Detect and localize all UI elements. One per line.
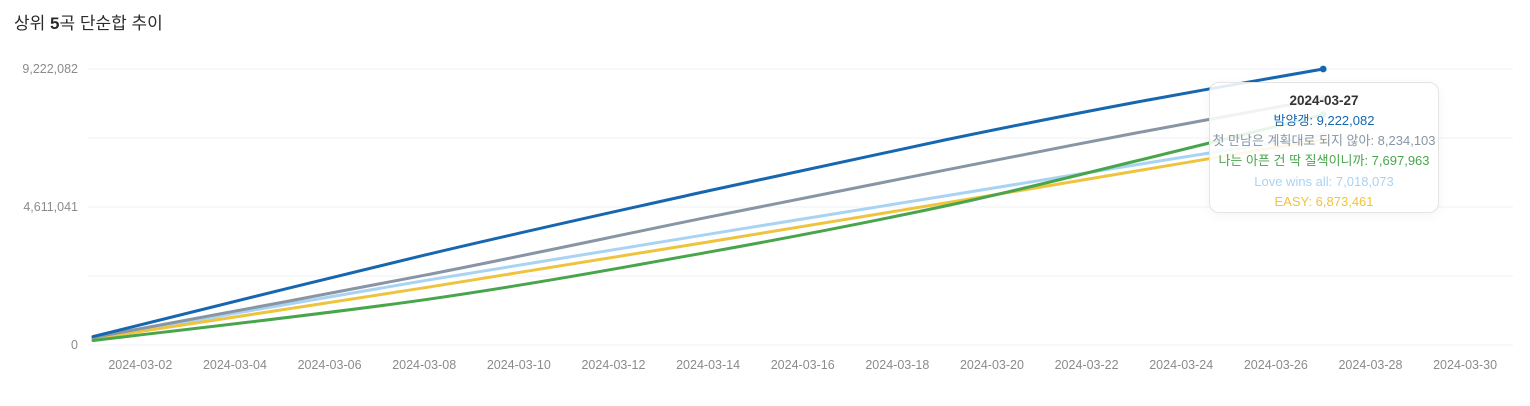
chart-title-prefix: 상위 xyxy=(14,14,51,33)
y-axis-tick-label: 0 xyxy=(71,338,78,352)
x-axis-tick-label: 2024-03-18 xyxy=(865,358,930,372)
tooltip-row: 밤양갱: 9,222,082 xyxy=(1273,113,1375,128)
series-lines xyxy=(91,67,1325,342)
chart-title: 상위 5곡 단순합 추이 xyxy=(14,9,163,34)
y-axis-tick-label: 9,222,082 xyxy=(22,62,78,76)
tooltip-row: Love wins all: 7,018,073 xyxy=(1254,173,1394,189)
x-axis-tick-label: 2024-03-06 xyxy=(297,358,362,372)
chart-title-number: 5 xyxy=(50,14,60,33)
x-axis-tick-label: 2024-03-12 xyxy=(581,358,646,372)
x-axis-tick-label: 2024-03-04 xyxy=(202,358,267,372)
x-axis-tick-label: 2024-03-10 xyxy=(486,358,551,372)
x-axis-tick-label: 2024-03-16 xyxy=(770,358,835,372)
y-axis-tick-label: 4,611,041 xyxy=(23,200,78,214)
chart-tooltip: 2024-03-27 밤양갱: 9,222,082 첫 만남은 계획대로 되지 않… xyxy=(1209,82,1439,213)
tooltip-row: EASY: 6,873,461 xyxy=(1274,193,1374,209)
x-axis-tick-label: 2024-03-26 xyxy=(1243,358,1308,372)
chart-title-suffix: 곡 단순합 추이 xyxy=(59,14,163,33)
series-line-2[interactable] xyxy=(91,113,1325,342)
tooltip-row: 첫 만남은 계획대로 되지 않아: 8,234,103 xyxy=(1212,133,1436,149)
series-line-1[interactable] xyxy=(91,97,1325,339)
series-line-4[interactable] xyxy=(91,137,1325,341)
series-line-3[interactable] xyxy=(91,133,1325,340)
x-axis-tick-label: 2024-03-02 xyxy=(108,358,173,372)
x-axis-tick-label: 2024-03-08 xyxy=(392,358,457,372)
tooltip-date: 2024-03-27 xyxy=(1289,93,1359,108)
x-axis-tick-label: 2024-03-14 xyxy=(676,358,741,372)
x-axis-tick-label: 2024-03-22 xyxy=(1054,358,1119,372)
tooltip-rows: 밤양갱: 9,222,082 첫 만남은 계획대로 되지 않아: 8,234,10… xyxy=(1210,111,1438,212)
x-axis-tick-label: 2024-03-30 xyxy=(1433,358,1498,372)
x-axis-tick-label: 2024-03-24 xyxy=(1149,358,1214,372)
x-axis-tick-label: 2024-03-20 xyxy=(959,358,1024,372)
series-endpoint-dot-0[interactable] xyxy=(1319,65,1327,73)
series-line-0[interactable] xyxy=(91,67,1325,339)
x-axis-tick-label: 2024-03-28 xyxy=(1338,358,1403,372)
tooltip-row: 나는 아픈 건 딱 질색이니까: 7,697,963 xyxy=(1218,153,1430,169)
